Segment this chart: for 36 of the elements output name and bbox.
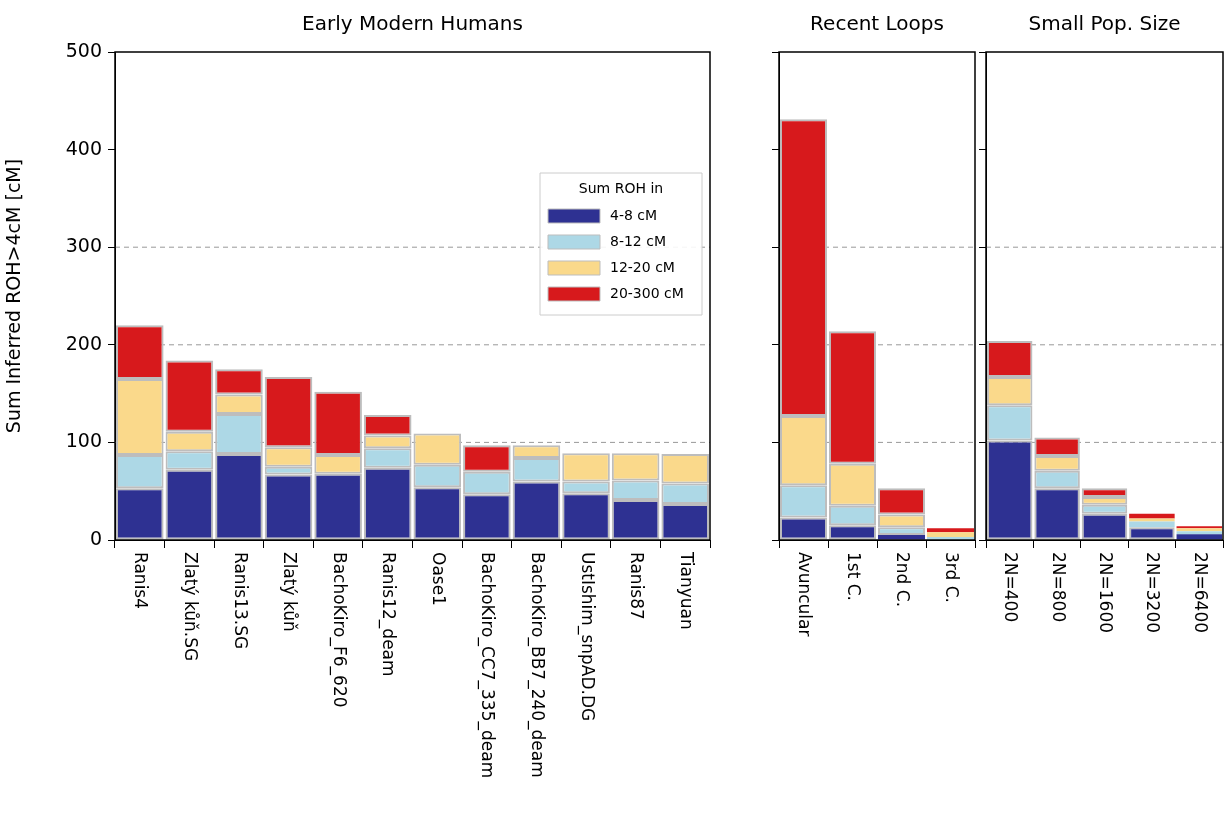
y-tick-label: 400: [65, 136, 102, 159]
x-tick-label: 1st C.: [844, 552, 865, 602]
x-tick-label: 2N=800: [1048, 552, 1069, 623]
y-tick-label: 100: [65, 429, 102, 452]
x-tick-label: Zlatý kůň: [280, 552, 301, 632]
x-tick-label: 3rd C.: [942, 552, 963, 603]
legend-title: Sum ROH in: [578, 179, 664, 196]
x-tick-label: Ranis12_deam: [378, 552, 400, 677]
y-tick-label: 0: [89, 526, 102, 549]
x-tick-label: Ranis87: [627, 552, 648, 620]
x-tick-label: Oase1: [428, 552, 449, 606]
x-tick-label: BachoKiro_BB7_240_deam: [527, 552, 549, 778]
x-tick-label: Zlatý kůň.SG: [180, 552, 201, 662]
x-tick-label: 2N=6400: [1190, 552, 1211, 634]
x-tick-label: Avuncular: [795, 552, 816, 637]
x-tick-label: Ranis4: [131, 552, 152, 610]
x-tick-label: BachoKiro_CC7_335_deam: [477, 552, 499, 779]
x-tick-label: Ranis13.SG: [230, 552, 251, 650]
x-tick-label: Tianyuan: [676, 551, 697, 630]
legend-label: 4-8 cM: [610, 206, 658, 223]
x-tick-label: 2N=3200: [1143, 552, 1164, 634]
y-tick-label: 200: [65, 331, 102, 354]
y-tick-label: 500: [65, 38, 102, 61]
x-tick-label: 2N=400: [1001, 552, 1022, 623]
chart-title: Small Pop. Size: [1028, 11, 1181, 35]
x-tick-label: BachoKiro_F6_620: [328, 552, 350, 708]
legend-label: 20-300 cM: [610, 284, 684, 301]
chart-title: Recent Loops: [810, 11, 944, 35]
y-axis-title: Sum Inferred ROH>4cM [cM]: [2, 158, 25, 434]
x-tick-label: UstIshim_snpAD.DG: [576, 552, 598, 722]
x-tick-label: 2N=1600: [1096, 552, 1117, 634]
legend-label: 8-12 cM: [610, 232, 666, 249]
x-tick-label: 2nd C.: [893, 552, 914, 608]
y-tick-label: 300: [65, 234, 102, 257]
legend-label: 12-20 cM: [610, 258, 675, 275]
chart-title: Early Modern Humans: [302, 11, 523, 35]
